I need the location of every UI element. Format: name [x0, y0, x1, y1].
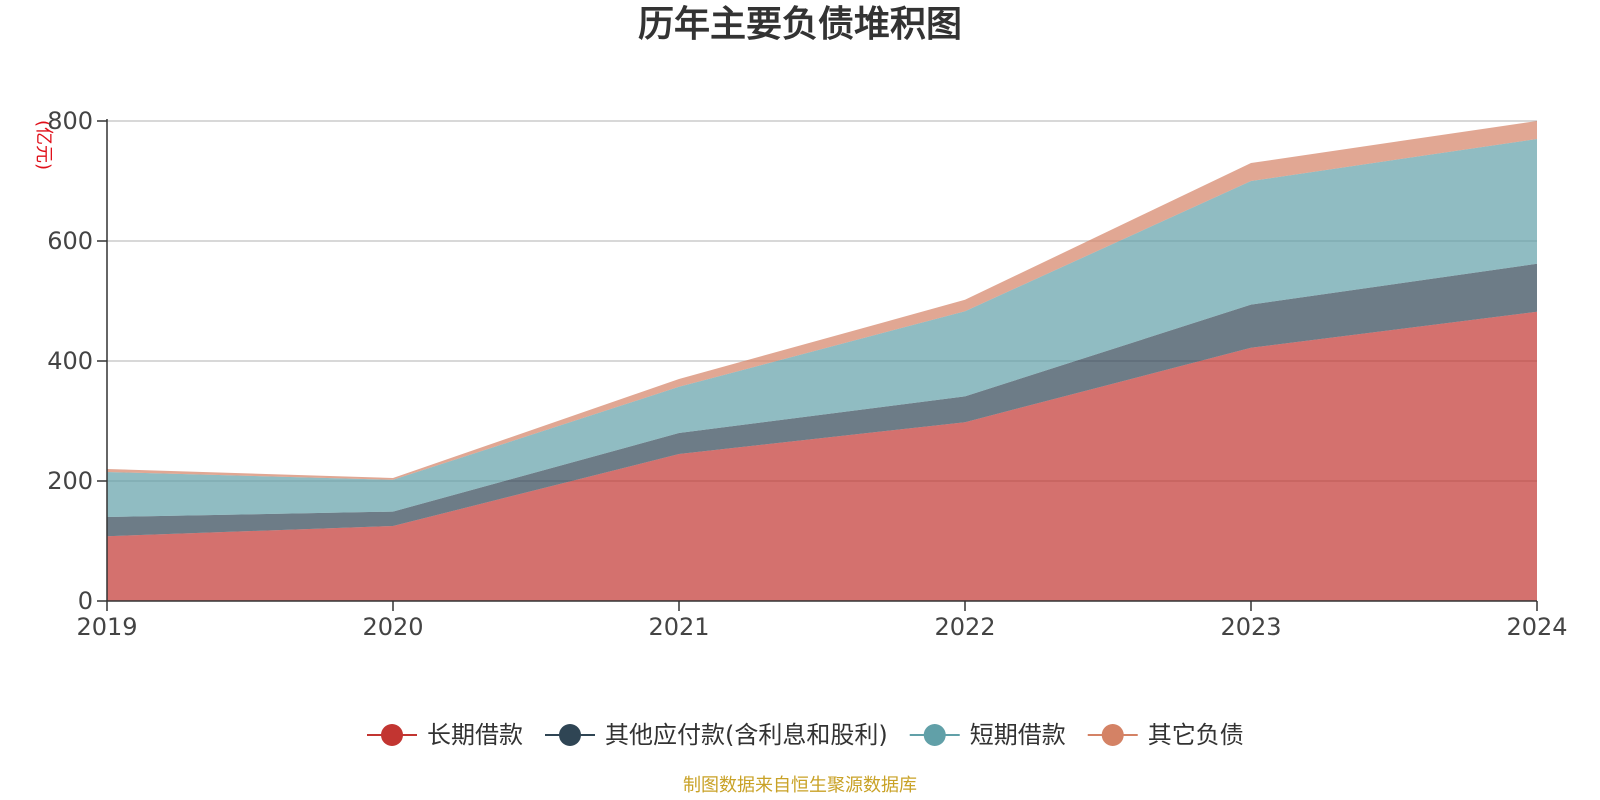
y-axis-unit-label: (亿元) — [33, 120, 54, 170]
axes: 0 200 400 600 800 2019 2020 2021 2022 2023 2024 — [47, 107, 1567, 641]
legend: 长期借款 其他应付款(含利息和股利) 短期借款 其它负债 — [367, 721, 1244, 749]
x-tick-label: 2023 — [1220, 613, 1281, 641]
x-tick-label: 2022 — [934, 613, 995, 641]
y-tick-label: 800 — [47, 107, 93, 135]
source-note: 制图数据来自恒生聚源数据库 — [683, 775, 917, 796]
y-tick-label: 0 — [78, 587, 93, 615]
area-series-2 — [107, 263, 1537, 537]
legend-item-4[interactable]: 其它负债 — [1087, 721, 1244, 749]
chart-title: 历年主要负债堆积图 — [638, 4, 962, 45]
y-tick-label: 600 — [47, 227, 93, 255]
legend-label: 其他应付款(含利息和股利) — [605, 721, 888, 749]
area-series-4 — [107, 121, 1537, 480]
x-tick-label: 2020 — [362, 613, 423, 641]
area-series — [107, 121, 1537, 601]
y-tick-label: 200 — [47, 467, 93, 495]
legend-circle-marker — [559, 724, 581, 746]
x-tick-label: 2021 — [648, 613, 709, 641]
x-tick-label: 2019 — [76, 613, 137, 641]
legend-item-1[interactable]: 长期借款 — [367, 721, 523, 749]
y-tick-label: 400 — [47, 347, 93, 375]
legend-label: 短期借款 — [970, 721, 1066, 749]
legend-circle-marker — [1101, 724, 1124, 746]
legend-circle-marker — [923, 724, 946, 746]
area-series-3 — [107, 139, 1537, 517]
legend-label: 长期借款 — [427, 721, 523, 749]
area-series-1 — [107, 311, 1537, 601]
legend-item-3[interactable]: 短期借款 — [909, 721, 1066, 749]
legend-label: 其它负债 — [1148, 721, 1244, 749]
legend-circle-marker — [381, 724, 403, 746]
legend-item-2[interactable]: 其他应付款(含利息和股利) — [545, 721, 888, 749]
x-tick-label: 2024 — [1506, 613, 1567, 641]
